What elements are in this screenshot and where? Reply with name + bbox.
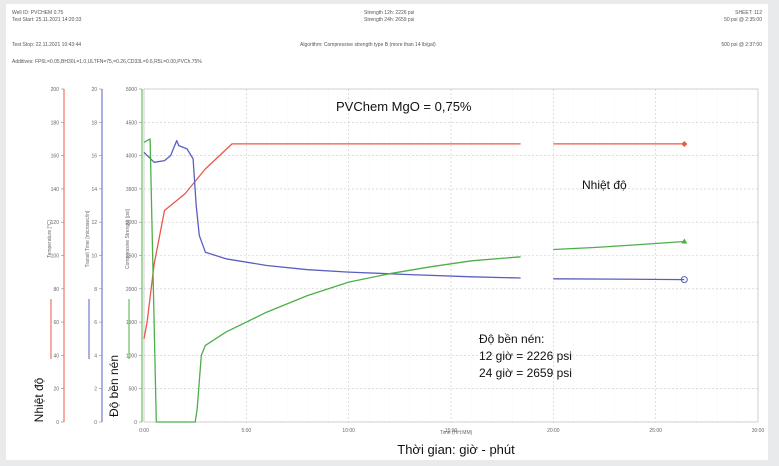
temp-tick-label: 60	[53, 320, 59, 326]
strength-tick-label: 500	[129, 387, 138, 393]
temp-tick-label: 160	[51, 154, 60, 160]
strength-tick-label: 2000	[126, 287, 137, 293]
strength-note-title: Độ bền nén:	[479, 332, 544, 346]
strength-tick-label: 5000	[126, 87, 137, 93]
y-label-strength: Độ bền nén	[107, 355, 121, 417]
series-group	[143, 138, 688, 423]
temp-tick-label: 120	[51, 220, 60, 226]
strength-12h-text: Strength 12h: 2226 psi	[364, 10, 415, 16]
psi-500-text: 500 psi @ 2:37:00	[721, 42, 762, 48]
test-stop-text: Test Stop: 22.11.2021 10:43:44	[12, 42, 82, 48]
strength-tick-label: 2500	[126, 254, 137, 260]
transit-tick-label: 14	[91, 187, 97, 193]
strength-series-line	[143, 138, 521, 423]
temp-tick-label: 100	[51, 254, 60, 260]
temp-series-line	[143, 143, 521, 339]
additives-text: Additives: FP6L=0.05,BH30L=1.0,ULTFN=75,…	[12, 59, 202, 65]
x-tick-label: 0:00	[139, 428, 149, 434]
transit-tick-label: 4	[94, 353, 97, 359]
transit-series-line	[553, 278, 685, 281]
temp-tick-label: 140	[51, 187, 60, 193]
strength-tick-label: 4000	[126, 154, 137, 160]
transit-tick-label: 12	[91, 220, 97, 226]
temp-axis-title: Temperature [°C]	[47, 219, 53, 257]
transit-tick-label: 16	[91, 154, 97, 160]
strength-tick-label: 4500	[126, 120, 137, 126]
transit-tick-label: 18	[91, 120, 97, 126]
axes: 0:00 5:00 10:00 15:00 20:00 25:00 30:000204060…	[47, 87, 764, 434]
x-tick-label: 30:00	[752, 428, 765, 434]
chart-frame: Well ID: PVCHEM 0.75 Test Start: 25.11.2…	[6, 4, 768, 460]
grid	[143, 88, 759, 423]
strength-end-marker	[681, 238, 688, 244]
y-label-temperature: Nhiệt độ	[32, 377, 46, 422]
x-tick-label: 25:00	[649, 428, 662, 434]
temp-series-label: Nhiệt độ	[582, 178, 627, 192]
transit-tick-label: 8	[94, 287, 97, 293]
strength-series-line	[553, 240, 685, 251]
transit-tick-label: 10	[91, 254, 97, 260]
well-id-text: Well ID: PVCHEM 0.75	[12, 10, 64, 16]
strength-tick-label: 3500	[126, 187, 137, 193]
temp-tick-label: 0	[56, 420, 59, 426]
x-tick-label: 10:00	[342, 428, 355, 434]
temp-end-marker	[681, 140, 688, 147]
transit-axis-title: Transit Time [microsec/in]	[85, 210, 91, 267]
strength-tick-label: 1000	[126, 353, 137, 359]
algorithm-text: Algorithm: Compressive strength type B (…	[300, 42, 436, 48]
transit-series-line	[143, 139, 521, 279]
x-tick-label: 20:00	[547, 428, 560, 434]
strength-tick-label: 1500	[126, 320, 137, 326]
strength-tick-label: 3000	[126, 220, 137, 226]
x-tick-label: 15:00	[445, 428, 458, 434]
temp-tick-label: 180	[51, 120, 60, 126]
chart-title: PVChem MgO = 0,75%	[336, 99, 472, 114]
x-axis-title: Thời gian: giờ - phút	[397, 442, 515, 457]
strength-note-24h: 24 giờ = 2659 psi	[479, 366, 572, 380]
x-axis-small-label: Time (HH:MM)	[440, 430, 473, 436]
strength-axis-title: Compressive Strength [psi]	[125, 208, 131, 269]
temp-tick-label: 20	[53, 387, 59, 393]
temp-tick-label: 80	[53, 287, 59, 293]
temp-tick-label: 200	[51, 87, 60, 93]
strength-note-12h: 12 giờ = 2226 psi	[479, 349, 572, 363]
psi-50-text: 50 psi @ 2:35:00	[724, 17, 762, 23]
transit-tick-label: 0	[94, 420, 97, 426]
transit-tick-label: 6	[94, 320, 97, 326]
sheet-text: SHEET: 112	[735, 10, 762, 16]
test-start-text: Test Start: 25.11.2021 14:20:33	[12, 17, 82, 23]
chart-svg: 0:00 5:00 10:00 15:00 20:00 25:00 30:000204060…	[32, 87, 764, 457]
x-tick-label: 5:00	[241, 428, 251, 434]
temp-tick-label: 40	[53, 353, 59, 359]
transit-tick-label: 20	[91, 87, 97, 93]
strength-tick-label: 0	[134, 420, 137, 426]
strength-24h-text: Strength 24h: 2659 psi	[364, 17, 415, 23]
transit-end-marker	[680, 276, 688, 284]
transit-tick-label: 2	[94, 387, 97, 393]
